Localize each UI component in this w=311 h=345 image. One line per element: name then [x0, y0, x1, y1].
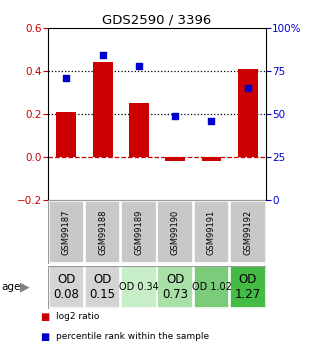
FancyBboxPatch shape	[230, 201, 266, 263]
Point	[64, 75, 69, 80]
Text: ■: ■	[40, 312, 49, 322]
Text: GSM99188: GSM99188	[98, 209, 107, 255]
Point	[100, 52, 105, 58]
Text: percentile rank within the sample: percentile rank within the sample	[56, 332, 209, 342]
Point	[137, 63, 142, 68]
Text: OD
1.27: OD 1.27	[234, 273, 261, 301]
FancyBboxPatch shape	[157, 201, 193, 263]
Text: OD 1.02: OD 1.02	[192, 282, 231, 292]
Text: age: age	[2, 282, 21, 292]
Text: GSM99189: GSM99189	[134, 209, 143, 255]
Text: OD
0.08: OD 0.08	[53, 273, 79, 301]
FancyBboxPatch shape	[157, 266, 193, 308]
Bar	[56, 112, 76, 157]
Point	[173, 113, 178, 118]
Text: OD
0.73: OD 0.73	[162, 273, 188, 301]
Text: OD 0.34: OD 0.34	[119, 282, 159, 292]
FancyBboxPatch shape	[85, 266, 120, 308]
Bar	[165, 157, 185, 161]
Text: GSM99191: GSM99191	[207, 209, 216, 255]
Point	[209, 118, 214, 124]
Text: OD
0.15: OD 0.15	[90, 273, 116, 301]
Bar	[93, 62, 113, 157]
FancyBboxPatch shape	[85, 201, 120, 263]
Title: GDS2590 / 3396: GDS2590 / 3396	[102, 13, 212, 27]
FancyBboxPatch shape	[230, 266, 266, 308]
FancyBboxPatch shape	[194, 266, 229, 308]
FancyBboxPatch shape	[194, 201, 229, 263]
Text: GSM99187: GSM99187	[62, 209, 71, 255]
FancyBboxPatch shape	[121, 266, 157, 308]
Text: GSM99192: GSM99192	[243, 209, 252, 255]
FancyBboxPatch shape	[49, 266, 84, 308]
Text: ■: ■	[40, 332, 49, 342]
FancyBboxPatch shape	[49, 201, 84, 263]
Bar	[238, 69, 258, 157]
Bar	[129, 103, 149, 157]
Point	[245, 85, 250, 91]
Text: log2 ratio: log2 ratio	[56, 312, 99, 321]
Bar	[202, 157, 221, 161]
Text: ▶: ▶	[20, 281, 30, 294]
FancyBboxPatch shape	[121, 201, 157, 263]
Text: GSM99190: GSM99190	[171, 209, 180, 255]
